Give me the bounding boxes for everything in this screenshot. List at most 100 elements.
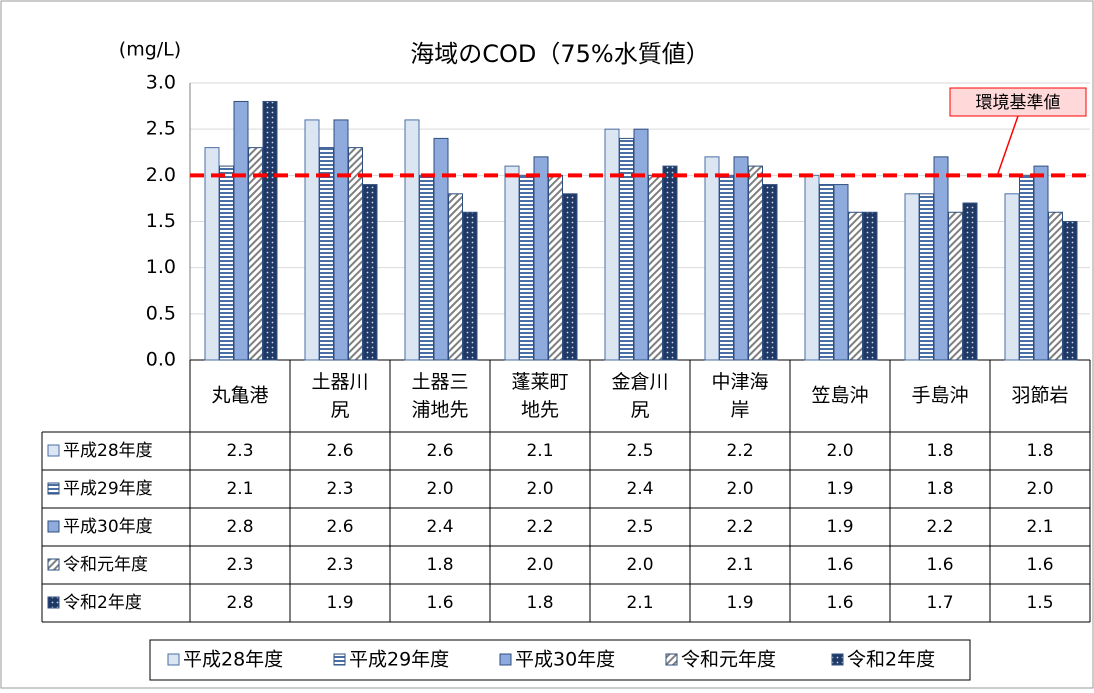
bar bbox=[362, 184, 378, 361]
bar bbox=[748, 165, 763, 361]
bar bbox=[1004, 193, 1020, 361]
bar bbox=[533, 156, 549, 361]
table-value: 1.6 bbox=[426, 593, 453, 613]
y-tick-label: 2.0 bbox=[146, 164, 176, 186]
y-tick-label: 0.0 bbox=[146, 349, 176, 371]
bar bbox=[819, 184, 834, 361]
table-value: 2.2 bbox=[726, 517, 753, 537]
legend-swatch bbox=[167, 653, 180, 666]
y-tick-label: 2.5 bbox=[146, 118, 176, 140]
y-tick-label: 0.5 bbox=[146, 302, 176, 324]
table-value: 2.1 bbox=[626, 593, 653, 613]
bar bbox=[948, 211, 963, 361]
table-row-label: 平成29年度 bbox=[63, 479, 153, 499]
legend-label: 平成30年度 bbox=[515, 649, 615, 671]
bar bbox=[862, 211, 878, 361]
table-value: 1.7 bbox=[926, 593, 953, 613]
x-tick-label: 手島沖 bbox=[911, 385, 968, 407]
bar bbox=[604, 128, 620, 361]
bar bbox=[919, 193, 934, 361]
x-tick-label: 丸亀港 bbox=[211, 385, 268, 407]
table-value: 1.9 bbox=[326, 593, 353, 613]
y-tick-label: 1.0 bbox=[146, 256, 176, 278]
bar bbox=[719, 174, 734, 361]
x-tick-label: 中津海岸 bbox=[711, 371, 768, 421]
table-value: 1.8 bbox=[1026, 441, 1053, 461]
table-value: 2.0 bbox=[1026, 479, 1053, 499]
table-value: 2.3 bbox=[226, 441, 253, 461]
table-value: 2.0 bbox=[426, 479, 453, 499]
table-value: 2.2 bbox=[526, 517, 553, 537]
table-value: 1.5 bbox=[1026, 593, 1053, 613]
x-tick-label: 笠島沖 bbox=[811, 385, 868, 407]
reference-pointer bbox=[997, 115, 1019, 174]
table-value: 1.8 bbox=[426, 555, 453, 575]
x-tick-label: 土器三浦地先 bbox=[411, 371, 468, 421]
chart-title: 海域のCOD（75%水質値） bbox=[410, 40, 709, 68]
bar bbox=[1048, 211, 1063, 361]
table-value: 1.9 bbox=[826, 517, 853, 537]
bar bbox=[333, 119, 349, 361]
table-value: 1.6 bbox=[926, 555, 953, 575]
bar bbox=[804, 174, 820, 361]
bar bbox=[1062, 221, 1078, 361]
table-value: 2.5 bbox=[626, 441, 653, 461]
table-value: 2.0 bbox=[826, 441, 853, 461]
table-value: 2.1 bbox=[1026, 517, 1053, 537]
table-value: 1.6 bbox=[826, 555, 853, 575]
table-value: 2.8 bbox=[226, 517, 253, 537]
table-value: 2.2 bbox=[926, 517, 953, 537]
bar bbox=[662, 165, 678, 361]
legend-swatch bbox=[665, 653, 678, 666]
x-tick-label: 金倉川尻 bbox=[611, 371, 668, 421]
table-swatch bbox=[47, 520, 60, 533]
table-swatch bbox=[47, 558, 60, 571]
legend-swatch bbox=[831, 653, 844, 666]
table-value: 2.0 bbox=[526, 479, 553, 499]
legend-label: 令和2年度 bbox=[847, 649, 935, 671]
legend-label: 平成29年度 bbox=[349, 649, 449, 671]
x-tick-label: 羽節岩 bbox=[1011, 385, 1068, 407]
reference-label-box bbox=[949, 87, 1087, 117]
bar bbox=[833, 184, 849, 361]
bar bbox=[633, 128, 649, 361]
bar bbox=[1033, 165, 1049, 361]
table-value: 2.4 bbox=[626, 479, 653, 499]
bar bbox=[519, 174, 534, 361]
bar bbox=[462, 211, 478, 361]
bar bbox=[233, 100, 249, 361]
bar bbox=[562, 193, 578, 361]
table-value: 1.9 bbox=[826, 479, 853, 499]
table-value: 2.3 bbox=[326, 479, 353, 499]
bar bbox=[962, 202, 978, 361]
table-value: 1.9 bbox=[726, 593, 753, 613]
bar bbox=[1019, 174, 1034, 361]
table-value: 1.6 bbox=[1026, 555, 1053, 575]
bar bbox=[219, 165, 234, 361]
bar bbox=[933, 156, 949, 361]
bar bbox=[404, 119, 420, 361]
bar bbox=[448, 193, 463, 361]
bar bbox=[262, 100, 278, 361]
legend-swatch bbox=[499, 653, 512, 666]
table-value: 2.2 bbox=[726, 441, 753, 461]
table-value: 2.6 bbox=[326, 517, 353, 537]
bar bbox=[733, 156, 749, 361]
bar bbox=[304, 119, 320, 361]
table-value: 1.8 bbox=[926, 479, 953, 499]
bar bbox=[704, 156, 720, 361]
table-row-label: 平成30年度 bbox=[63, 517, 153, 537]
bar bbox=[419, 174, 434, 361]
x-tick-label: 蓬莱町地先 bbox=[511, 371, 568, 421]
bar bbox=[204, 147, 220, 361]
table-value: 1.6 bbox=[826, 593, 853, 613]
table-value: 2.5 bbox=[626, 517, 653, 537]
table-value: 2.0 bbox=[626, 555, 653, 575]
table-row-label: 令和元年度 bbox=[63, 555, 148, 575]
bar bbox=[504, 165, 520, 361]
y-unit: (mg/L) bbox=[119, 39, 181, 61]
legend-swatch bbox=[333, 653, 346, 666]
table-value: 2.3 bbox=[226, 555, 253, 575]
table-value: 2.1 bbox=[526, 441, 553, 461]
